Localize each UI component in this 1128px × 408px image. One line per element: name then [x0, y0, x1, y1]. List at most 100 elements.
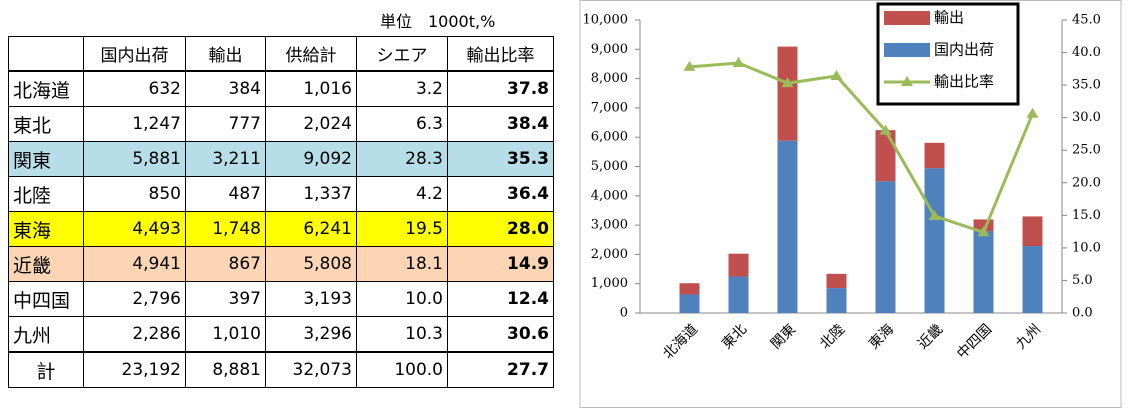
bar: [973, 219, 994, 232]
table-cell: 8,881: [185, 351, 266, 388]
table-cell: 19.5: [356, 211, 448, 247]
bar: [826, 288, 847, 313]
y-tick-label: 6,000: [591, 130, 628, 145]
marker: [830, 69, 843, 80]
table-cell: 3.2: [356, 70, 448, 107]
marker: [781, 77, 794, 88]
table-cell: 5,808: [265, 246, 357, 282]
legend-label: 輸出: [934, 9, 964, 27]
x-tick-label: 近畿: [915, 321, 946, 352]
table-cell: 850: [83, 176, 186, 212]
table-cell: 35.3: [447, 141, 554, 177]
table-cell: 北陸: [8, 176, 84, 212]
table-cell: 777: [185, 106, 266, 142]
y-tick-label: 1,000: [591, 276, 628, 291]
y-tick-label: 0: [620, 306, 628, 321]
table-row: 九州 2,286 1,010 3,296 10.3 30.6: [8, 316, 554, 353]
table-row: 計 23,192 8,881 32,073 100.0 27.7: [8, 351, 554, 388]
table-cell: 2,796: [83, 281, 186, 317]
bar: [679, 294, 700, 313]
table-cell: 37.8: [447, 70, 554, 107]
table-cell: 1,016: [265, 70, 357, 107]
table-row: 近畿 4,941 867 5,808 18.1 14.9: [8, 246, 554, 282]
table-cell: 6,241: [265, 211, 357, 247]
table-cell: 3,193: [265, 281, 357, 317]
table-cell: 4,493: [83, 211, 186, 247]
bar: [728, 276, 749, 313]
bar: [924, 142, 945, 169]
table-cell: 1,337: [265, 176, 357, 212]
marker: [879, 124, 892, 135]
y2-tick-label: 45.0: [1072, 13, 1101, 28]
table-cell: 32,073: [265, 351, 357, 388]
table-cell: 3,211: [185, 141, 266, 177]
table-cell: 北海道: [8, 70, 84, 107]
marker: [1026, 107, 1039, 118]
y2-tick-label: 5.0: [1072, 273, 1093, 288]
table-cell: 100.0: [356, 351, 448, 388]
legend-swatch: [884, 11, 930, 25]
chart-border: [579, 0, 1122, 408]
table-cell: 1,247: [83, 106, 186, 142]
header-cell: 供給計: [265, 36, 357, 72]
y-tick-label: 2,000: [591, 247, 628, 262]
table-cell: 27.7: [447, 351, 554, 388]
table-cell: 14.9: [447, 246, 554, 282]
header-cell: 輸出比率: [447, 36, 554, 72]
header-cell: [8, 36, 84, 72]
table-row: 東海 4,493 1,748 6,241 19.5 28.0: [8, 211, 554, 247]
table-cell: 5,881: [83, 141, 186, 177]
table-row: 中四国 2,796 397 3,193 10.0 12.4: [8, 281, 554, 317]
bar: [973, 231, 994, 313]
table-cell: 12.4: [447, 281, 554, 317]
table-cell: 東海: [8, 211, 84, 247]
table-cell: 2,024: [265, 106, 357, 142]
legend-label: 国内出荷: [934, 41, 994, 59]
y-tick-label: 9,000: [591, 42, 628, 57]
table-cell: 632: [83, 70, 186, 107]
y2-tick-label: 0.0: [1072, 306, 1093, 321]
legend-swatch: [884, 43, 930, 57]
table-cell: 3,296: [265, 316, 357, 353]
y-tick-label: 4,000: [591, 188, 628, 203]
table-cell: 487: [185, 176, 266, 212]
legend-swatch: [901, 76, 913, 86]
bar: [1022, 246, 1043, 313]
bar: [728, 253, 749, 277]
x-tick-label: 北陸: [817, 321, 848, 352]
x-tick-label: 中四国: [954, 321, 995, 362]
table-cell: 関東: [8, 141, 84, 177]
x-tick-label: 東北: [719, 321, 750, 352]
marker: [977, 226, 990, 237]
bar: [924, 168, 945, 313]
x-tick-label: 関東: [768, 321, 799, 352]
marker: [683, 60, 696, 71]
table-row: 関東 5,881 3,211 9,092 28.3 35.3: [8, 141, 554, 177]
table-cell: 2,286: [83, 316, 186, 353]
table-cell: 36.4: [447, 176, 554, 212]
legend-label: 輸出比率: [934, 73, 994, 91]
marker: [928, 209, 941, 220]
table-row: 東北 1,247 777 2,024 6.3 38.4: [8, 106, 554, 142]
line: [689, 61, 1034, 235]
marker: [732, 56, 745, 67]
unit-label: 単位 1000t,%: [380, 12, 496, 31]
table-cell: 867: [185, 246, 266, 282]
bar: [875, 130, 896, 182]
y-tick-label: 3,000: [591, 218, 628, 233]
y2-tick-label: 25.0: [1072, 143, 1101, 158]
header-cell: 国内出荷: [83, 36, 186, 72]
y-tick-label: 10,000: [583, 13, 629, 28]
table-cell: 397: [185, 281, 266, 317]
y-tick-label: 8,000: [591, 71, 628, 86]
table-cell: 18.1: [356, 246, 448, 282]
x-tick-label: 東海: [866, 321, 897, 352]
y2-tick-label: 10.0: [1072, 240, 1101, 255]
bar: [826, 273, 847, 289]
bar: [777, 46, 798, 141]
y-tick-label: 7,000: [591, 100, 628, 115]
x-tick-label: 北海道: [660, 321, 701, 362]
header-row: 国内出荷 輸出 供給計 シエア 輸出比率: [8, 36, 554, 72]
